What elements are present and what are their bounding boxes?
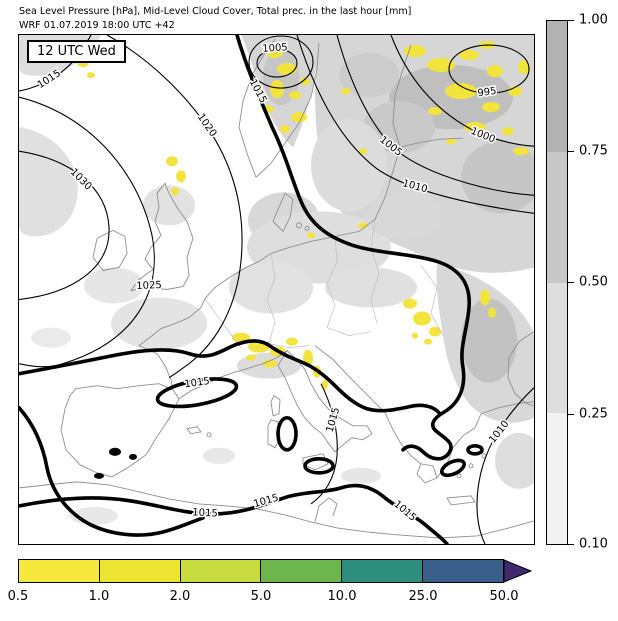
cloud-colorbar-segment (547, 21, 567, 152)
title-line1: Sea Level Pressure [hPa], Mid-Level Clou… (19, 6, 412, 17)
cloud-colorbar-segment (547, 282, 567, 414)
precip-colorbar: 0.5 1.0 2.0 5.0 10.0 25.0 50.0 (8, 559, 578, 609)
contour-label: 1025 (136, 280, 162, 292)
precip-colorbar-tick-label: 0.5 (7, 589, 29, 604)
precip-colorbar-segment (19, 560, 100, 582)
contour-label: 1015 (325, 406, 343, 434)
cloud-colorbar: 1.00 0.75 0.50 0.25 0.10 (546, 13, 616, 552)
precip-colorbar-tick-label: 10.0 (327, 589, 357, 604)
precip-colorbar-segment (261, 560, 343, 582)
isobar-bold-layer (19, 35, 484, 544)
precip-colorbar-tick-label: 25.0 (408, 589, 438, 604)
cloud-colorbar-bar (546, 20, 568, 545)
coastline-layer (19, 38, 534, 539)
colorbar-extend-arrow (504, 559, 532, 583)
contour-labels-layer: 1015 1020 1005 1015 995 1000 1005 1010 1… (34, 41, 513, 526)
figure-title: Sea Level Pressure [hPa], Mid-Level Clou… (19, 5, 411, 33)
contour-label: 1005 (262, 42, 288, 55)
colorbar-tick (568, 151, 574, 152)
cloud-colorbar-tick-label: 1.00 (579, 12, 608, 28)
weather-map-svg: 1015 1020 1005 1015 995 1000 1005 1010 1… (19, 35, 534, 544)
colorbar-tick (568, 282, 574, 283)
cloud-colorbar-tick-label: 0.75 (579, 143, 608, 159)
timestamp-label: 12 UTC Wed (27, 40, 126, 63)
contour-label: 1020 (195, 112, 219, 139)
contour-label: 1015 (192, 507, 218, 519)
precip-colorbar-tick-label: 1.0 (88, 589, 110, 604)
contour-label: 1015 (184, 376, 211, 390)
colorbar-tick (568, 544, 574, 545)
precip-colorbar-segment (180, 560, 262, 582)
colorbar-tick (568, 414, 574, 415)
contour-label: 995 (477, 86, 497, 100)
precip-colorbar-segment (423, 560, 503, 582)
precip-colorbar-bar (18, 559, 504, 583)
title-line2: WRF 01.07.2019 18:00 UTC +42 (19, 19, 175, 31)
cloud-colorbar-segment (547, 413, 567, 544)
map-area: 1015 1020 1005 1015 995 1000 1005 1010 1… (18, 34, 535, 545)
colorbar-tick (568, 20, 574, 21)
cloud-colorbar-tick-label: 0.10 (579, 536, 608, 552)
precip-colorbar-tick-label: 2.0 (169, 589, 191, 604)
colorbar-extend-arrow-shape (504, 559, 532, 583)
cloud-colorbar-segment (547, 151, 567, 283)
precip-colorbar-segment (99, 560, 181, 582)
contour-label: 1015 (391, 499, 418, 524)
cloud-cover-layer (19, 35, 534, 525)
precip-colorbar-segment (342, 560, 424, 582)
cloud-colorbar-tick-label: 0.25 (579, 406, 608, 422)
contour-label: 1015 (252, 493, 279, 511)
precip-colorbar-tick-label: 5.0 (250, 589, 272, 604)
cloud-colorbar-tick-label: 0.50 (579, 274, 608, 290)
precip-colorbar-tick-label: 50.0 (489, 589, 519, 604)
